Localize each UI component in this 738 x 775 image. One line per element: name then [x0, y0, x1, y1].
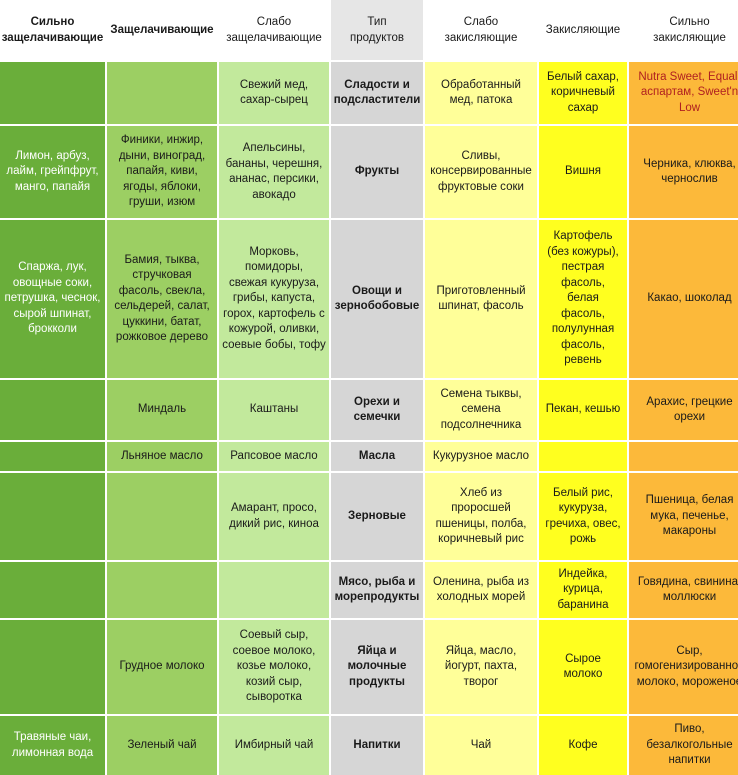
- table-cell: [107, 62, 217, 124]
- table-cell: Зеленый чай: [107, 716, 217, 775]
- table-cell: Апельсины, бананы, черешня, ананас, перс…: [219, 126, 329, 218]
- table-cell: Соевый сыр, соевое молоко, козье молоко,…: [219, 620, 329, 714]
- table-cell: Морковь, помидоры, свежая кукуруза, гриб…: [219, 220, 329, 378]
- table-cell: Черника, клюква, чернослив: [629, 126, 738, 218]
- row-category: Сладости и подсластители: [331, 62, 423, 124]
- table-cell: Пиво, безалкогольные напитки: [629, 716, 738, 775]
- table-cell: [0, 562, 105, 618]
- row-category: Зерновые: [331, 473, 423, 560]
- table-cell: Арахис, грецкие орехи: [629, 380, 738, 440]
- table-cell: Белый сахар, коричневый сахар: [539, 62, 627, 124]
- table-cell: Сырое молоко: [539, 620, 627, 714]
- table-cell: Белый рис, кукуруза, гречиха, овес, рожь: [539, 473, 627, 560]
- table-cell: [107, 562, 217, 618]
- header-alkalizing: Защелачивающие: [107, 0, 217, 60]
- row-category: Масла: [331, 442, 423, 471]
- table-cell: Картофель (без кожуры), пестрая фасоль, …: [539, 220, 627, 378]
- header-acidifying: Закисляющие: [539, 0, 627, 60]
- table-cell: Кукурузное масло: [425, 442, 537, 471]
- table-cell: Говядина, свинина, моллюски: [629, 562, 738, 618]
- table-cell: [539, 442, 627, 471]
- header-mildly-alkalizing: Слабо защелачивающие: [219, 0, 329, 60]
- table-cell: Рапсовое масло: [219, 442, 329, 471]
- table-cell: Индейка, курица, баранина: [539, 562, 627, 618]
- table-cell: [219, 562, 329, 618]
- table-cell: Яйца, масло, йогурт, пахта, творог: [425, 620, 537, 714]
- table-cell: Грудное молоко: [107, 620, 217, 714]
- table-cell: Имбирный чай: [219, 716, 329, 775]
- table-cell: Каштаны: [219, 380, 329, 440]
- table-cell: Бамия, тыква, стручковая фасоль, свекла,…: [107, 220, 217, 378]
- table-cell: Льняное масло: [107, 442, 217, 471]
- table-cell: Сыр, гомогенизированное молоко, морожено…: [629, 620, 738, 714]
- table-cell: [0, 473, 105, 560]
- table-cell: Финики, инжир, дыни, виноград, папайя, к…: [107, 126, 217, 218]
- table-cell: [0, 620, 105, 714]
- table-cell: Хлеб из проросшей пшеницы, полба, коричн…: [425, 473, 537, 560]
- table-cell: Какао, шоколад: [629, 220, 738, 378]
- row-category: Мясо, рыба и морепродукты: [331, 562, 423, 618]
- header-mildly-acidifying: Слабо закисляющие: [425, 0, 537, 60]
- header-product-type: Тип продуктов: [331, 0, 423, 60]
- header-strongly-alkalizing: Сильно защелачивающие: [0, 0, 105, 60]
- table-cell: Кофе: [539, 716, 627, 775]
- table-cell: Оленина, рыба из холодных морей: [425, 562, 537, 618]
- table-cell: Пекан, кешью: [539, 380, 627, 440]
- table-cell: Лимон, арбуз, лайм, грейпфрут, манго, па…: [0, 126, 105, 218]
- table-cell: Миндаль: [107, 380, 217, 440]
- table-cell: [0, 442, 105, 471]
- table-cell: Амарант, просо, дикий рис, киноа: [219, 473, 329, 560]
- row-category: Орехи и семечки: [331, 380, 423, 440]
- table-cell: [0, 62, 105, 124]
- row-category: Фрукты: [331, 126, 423, 218]
- table-cell: Сливы, консервированные фруктовые соки: [425, 126, 537, 218]
- row-category: Яйца и молочные продукты: [331, 620, 423, 714]
- table-cell: Приготовленный шпинат, фасоль: [425, 220, 537, 378]
- header-strongly-acidifying: Сильно закисляющие: [629, 0, 738, 60]
- table-cell: [629, 442, 738, 471]
- table-cell: Семена тыквы, семена подсолнечника: [425, 380, 537, 440]
- table-cell: Пшеница, белая мука, печенье, макароны: [629, 473, 738, 560]
- table-cell: Свежий мед, сахар-сырец: [219, 62, 329, 124]
- row-category: Овощи и зернобобовые: [331, 220, 423, 378]
- table-cell: [107, 473, 217, 560]
- table-cell: Чай: [425, 716, 537, 775]
- table-cell: Nutra Sweet, Equal, аспартам, Sweet'n Lo…: [629, 62, 738, 124]
- table-cell: Вишня: [539, 126, 627, 218]
- table-cell: Травяные чаи, лимонная вода: [0, 716, 105, 775]
- table-cell: [0, 380, 105, 440]
- table-cell: Спаржа, лук, овощные соки, петрушка, чес…: [0, 220, 105, 378]
- table-cell: Обработанный мед, патока: [425, 62, 537, 124]
- row-category: Напитки: [331, 716, 423, 775]
